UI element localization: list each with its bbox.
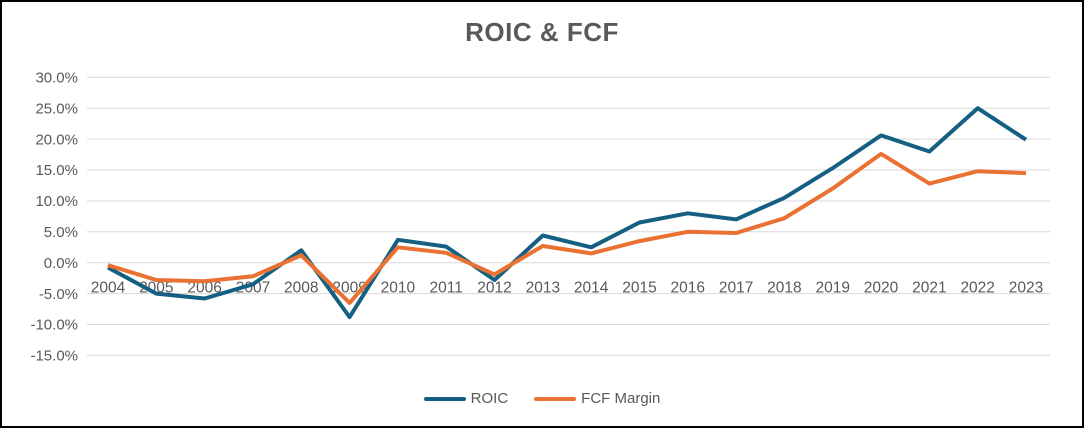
legend-line-swatch-fcf-margin <box>534 396 577 401</box>
y-axis-tick-label: -5.0% <box>39 286 78 303</box>
series-line-fcf-margin <box>107 151 1027 305</box>
chart-title: ROIC & FCF <box>465 17 619 47</box>
legend-item-fcf-margin: FCF Margin <box>534 390 660 407</box>
y-axis-tick-label: 15.0% <box>35 162 78 179</box>
x-axis-tick-label: 2015 <box>622 280 656 297</box>
x-axis-tick-label: 2006 <box>187 280 221 297</box>
x-axis-tick-label: 2008 <box>284 280 318 297</box>
x-axis-tick-label: 2022 <box>960 280 994 297</box>
x-axis-tick-label: 2007 <box>236 280 270 297</box>
y-axis-tick-label: 5.0% <box>44 224 78 241</box>
y-axis-tick-label: 30.0% <box>35 70 78 87</box>
y-axis-tick-label: 20.0% <box>35 131 78 148</box>
x-axis-tick-label: 2011 <box>430 280 463 297</box>
x-axis-tick-label: 2020 <box>864 280 899 297</box>
x-axis-tick-label: 2013 <box>526 280 560 297</box>
y-axis-tick-label: -15.0% <box>30 348 78 365</box>
y-axis-tick-label: 25.0% <box>35 100 78 117</box>
legend-line-swatch-roic <box>423 396 466 401</box>
x-axis-tick-label: 2019 <box>815 280 849 297</box>
y-axis-tick-label: 10.0% <box>35 193 78 210</box>
chart-legend: ROIC FCF Margin <box>2 390 1082 407</box>
x-axis-tick-label: 2021 <box>912 280 946 297</box>
x-axis-tick-label: 2010 <box>381 280 416 297</box>
y-axis-tick-label: -10.0% <box>30 317 78 334</box>
legend-label: ROIC <box>470 390 509 407</box>
x-axis-tick-label: 2012 <box>477 280 511 297</box>
x-axis-tick-label: 2014 <box>574 280 609 297</box>
x-axis-tick-label: 2016 <box>671 280 705 297</box>
x-axis-tick-label: 2023 <box>1009 280 1043 297</box>
legend-item-roic: ROIC <box>423 390 509 407</box>
series-line-roic <box>107 106 1028 320</box>
x-axis-tick-label: 2018 <box>767 280 801 297</box>
x-axis-tick-label: 2017 <box>719 280 753 297</box>
x-axis-tick-label: 2004 <box>91 280 126 297</box>
legend-label: FCF Margin <box>581 390 661 407</box>
y-axis-tick-label: 0.0% <box>44 255 78 272</box>
x-axis-tick-label: 2005 <box>139 280 173 297</box>
